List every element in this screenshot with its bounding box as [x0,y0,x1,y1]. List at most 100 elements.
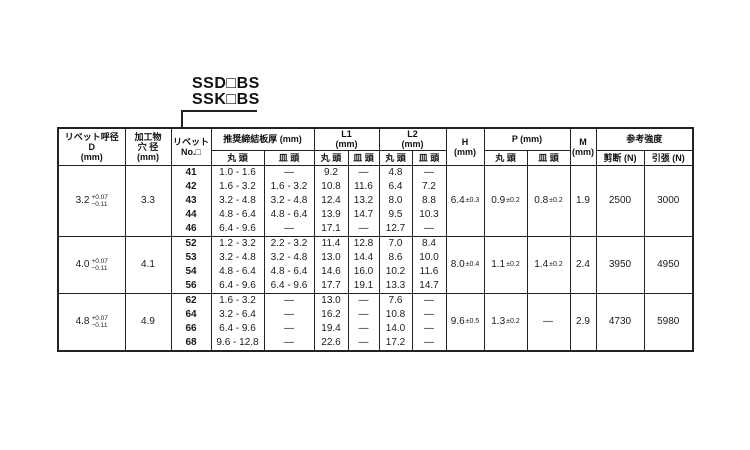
cell-tensile: 5980 [643,292,694,351]
cell-l2-csk: 8.4 10.0 11.6 14.7 [411,235,447,294]
p-round-value: 1.3 [491,316,506,327]
cell-hole-diameter: 4.9 [124,292,172,351]
p-csk-tolerance: ±0.2 [549,261,563,268]
diameter-value: 4.8 [75,316,90,327]
cell-hole-diameter: 3.3 [124,164,172,237]
cell-rivet-diameter: 4.0 +0.07 −0.11 [57,235,126,294]
rivet-spec-table: リベット呼径 D (mm) 加工物穴 径 (mm) リベット No.□ 推奨締結板厚 (… [57,127,695,352]
group-row-4-0mm: 4.0 +0.07 −0.11 4.1 52 53 54 56 1.2 - 3.2 3.… [57,235,694,294]
product-code-ssk: SSK□BS [192,91,260,108]
p-round-value: 1.1 [491,259,506,270]
group-row-3-2mm: 3.2 +0.07 −0.11 3.3 41 42 43 44 46 1.0 - 1.6… [57,164,694,237]
header-l2-csk-head: 皿 頭 [411,149,447,166]
header-rivet-no: リベット No.□ [170,127,212,166]
cell-h: 9.6±0.5 [445,292,485,351]
p-round-tolerance: ±0.2 [506,197,520,204]
p-round-tolerance: ±0.2 [506,318,520,325]
h-value: 8.0 [450,259,465,270]
header-p: P (mm) [483,127,571,151]
connector-line-horizontal [181,110,257,112]
cell-l1-round: 9.2 10.8 12.4 13.9 17.1 [313,164,349,237]
tolerance-plus: +0.07 [91,257,108,265]
diameter-tolerance: +0.07 −0.11 [91,194,107,208]
header-thickness-round-head: 丸 頭 [210,149,265,166]
header-workpiece-hole: 加工物穴 径 (mm) [124,127,172,166]
diameter-value: 3.2 [75,195,90,206]
header-p-round-head: 丸 頭 [483,149,528,166]
cell-thickness-round: 1.6 - 3.2 3.2 - 6.4 6.4 - 9.6 9.6 - 12.8 [210,292,265,351]
connector-line-vertical [181,110,183,128]
cell-l2-round: 7.0 8.6 10.2 13.3 [378,235,413,294]
cell-hole-diameter: 4.1 [124,235,172,294]
cell-l1-csk: 12.8 14.4 16.0 19.1 [347,235,380,294]
header-l2-round-head: 丸 頭 [378,149,413,166]
diameter-tolerance: +0.07 −0.11 [91,258,107,272]
header-rivet-diameter: リベット呼径 D (mm) [57,127,126,166]
cell-rivet-diameter: 3.2 +0.07 −0.11 [57,164,126,237]
header-tensile-strength: 引張 (N) [643,149,694,166]
cell-thickness-round: 1.2 - 3.2 3.2 - 4.8 4.8 - 6.4 6.4 - 9.6 [210,235,265,294]
product-title: SSD□BS SSK□BS [192,76,260,108]
p-csk-tolerance: ±0.2 [549,197,563,204]
cell-l2-round: 7.6 10.8 14.0 17.2 [378,292,413,351]
cell-l2-round: 4.8 6.4 8.0 9.5 12.7 [378,164,413,237]
cell-tensile: 4950 [643,235,694,294]
header-m: M (mm) [569,127,597,166]
cell-l1-csk: —11.6 13.2 14.7— [347,164,380,237]
tolerance-minus: −0.11 [91,200,108,208]
header-plate-thickness: 推奨締結板厚 (mm) [210,127,315,151]
cell-m: 2.9 [569,292,597,351]
header-l1: L1 (mm) [313,127,380,151]
product-code-ssd: SSD□BS [192,75,260,92]
tolerance-minus: −0.11 [91,321,108,329]
h-value: 9.6 [450,316,465,327]
cell-tensile: 3000 [643,164,694,237]
cell-p-csk: 0.8±0.2 [526,164,571,237]
cell-shear: 2500 [595,164,645,237]
cell-l2-csk: — — — — [411,292,447,351]
cell-p-csk: 1.4±0.2 [526,235,571,294]
header-l1-csk-head: 皿 頭 [347,149,380,166]
cell-m: 1.9 [569,164,597,237]
h-tolerance: ±0.3 [465,197,480,204]
cell-thickness-csk: 2.2 - 3.2 3.2 - 4.8 4.8 - 6.4 6.4 - 9.6 [263,235,315,294]
header-thickness-csk-head: 皿 頭 [263,149,315,166]
cell-thickness-csk: — — — — [263,292,315,351]
tolerance-plus: +0.07 [91,314,108,322]
header-ref-strength: 参考強度 [595,127,694,151]
header-l1-round-head: 丸 頭 [313,149,349,166]
header-p-csk-head: 皿 頭 [526,149,571,166]
cell-p-csk: — [526,292,571,351]
p-round-tolerance: ±0.2 [506,261,520,268]
cell-p-round: 1.1±0.2 [483,235,528,294]
cell-h: 8.0±0.4 [445,235,485,294]
cell-l1-csk: — — — — [347,292,380,351]
cell-shear: 4730 [595,292,645,351]
cell-h: 6.4±0.3 [445,164,485,237]
header-l2: L2 (mm) [378,127,447,151]
p-csk-value: — [543,316,553,327]
header-shear-strength: 剪断 (N) [595,149,645,166]
cell-l1-round: 11.4 13.0 14.6 17.7 [313,235,349,294]
cell-thickness-csk: —1.6 - 3.2 3.2 - 4.8 4.8 - 6.4— [263,164,315,237]
h-tolerance: ±0.5 [465,318,480,325]
header-h: H (mm) [445,127,485,166]
cell-rivet-numbers: 41 42 43 44 46 [170,164,212,237]
group-row-4-8mm: 4.8 +0.07 −0.11 4.9 62 64 66 68 1.6 - 3.2 3.… [57,292,694,351]
tolerance-plus: +0.07 [91,193,108,201]
h-tolerance: ±0.4 [465,261,480,268]
cell-thickness-round: 1.0 - 1.6 1.6 - 3.2 3.2 - 4.8 4.8 - 6.4 6.4 … [210,164,265,237]
p-round-value: 0.9 [491,195,506,206]
cell-p-round: 1.3±0.2 [483,292,528,351]
cell-rivet-numbers: 62 64 66 68 [170,292,212,351]
p-csk-value: 0.8 [534,195,549,206]
cell-l1-round: 13.0 16.2 19.4 22.6 [313,292,349,351]
cell-rivet-diameter: 4.8 +0.07 −0.11 [57,292,126,351]
tolerance-minus: −0.11 [91,264,108,272]
cell-rivet-numbers: 52 53 54 56 [170,235,212,294]
p-csk-value: 1.4 [534,259,549,270]
cell-l2-csk: —7.2 8.8 10.3— [411,164,447,237]
cell-m: 2.4 [569,235,597,294]
h-value: 6.4 [450,195,465,206]
